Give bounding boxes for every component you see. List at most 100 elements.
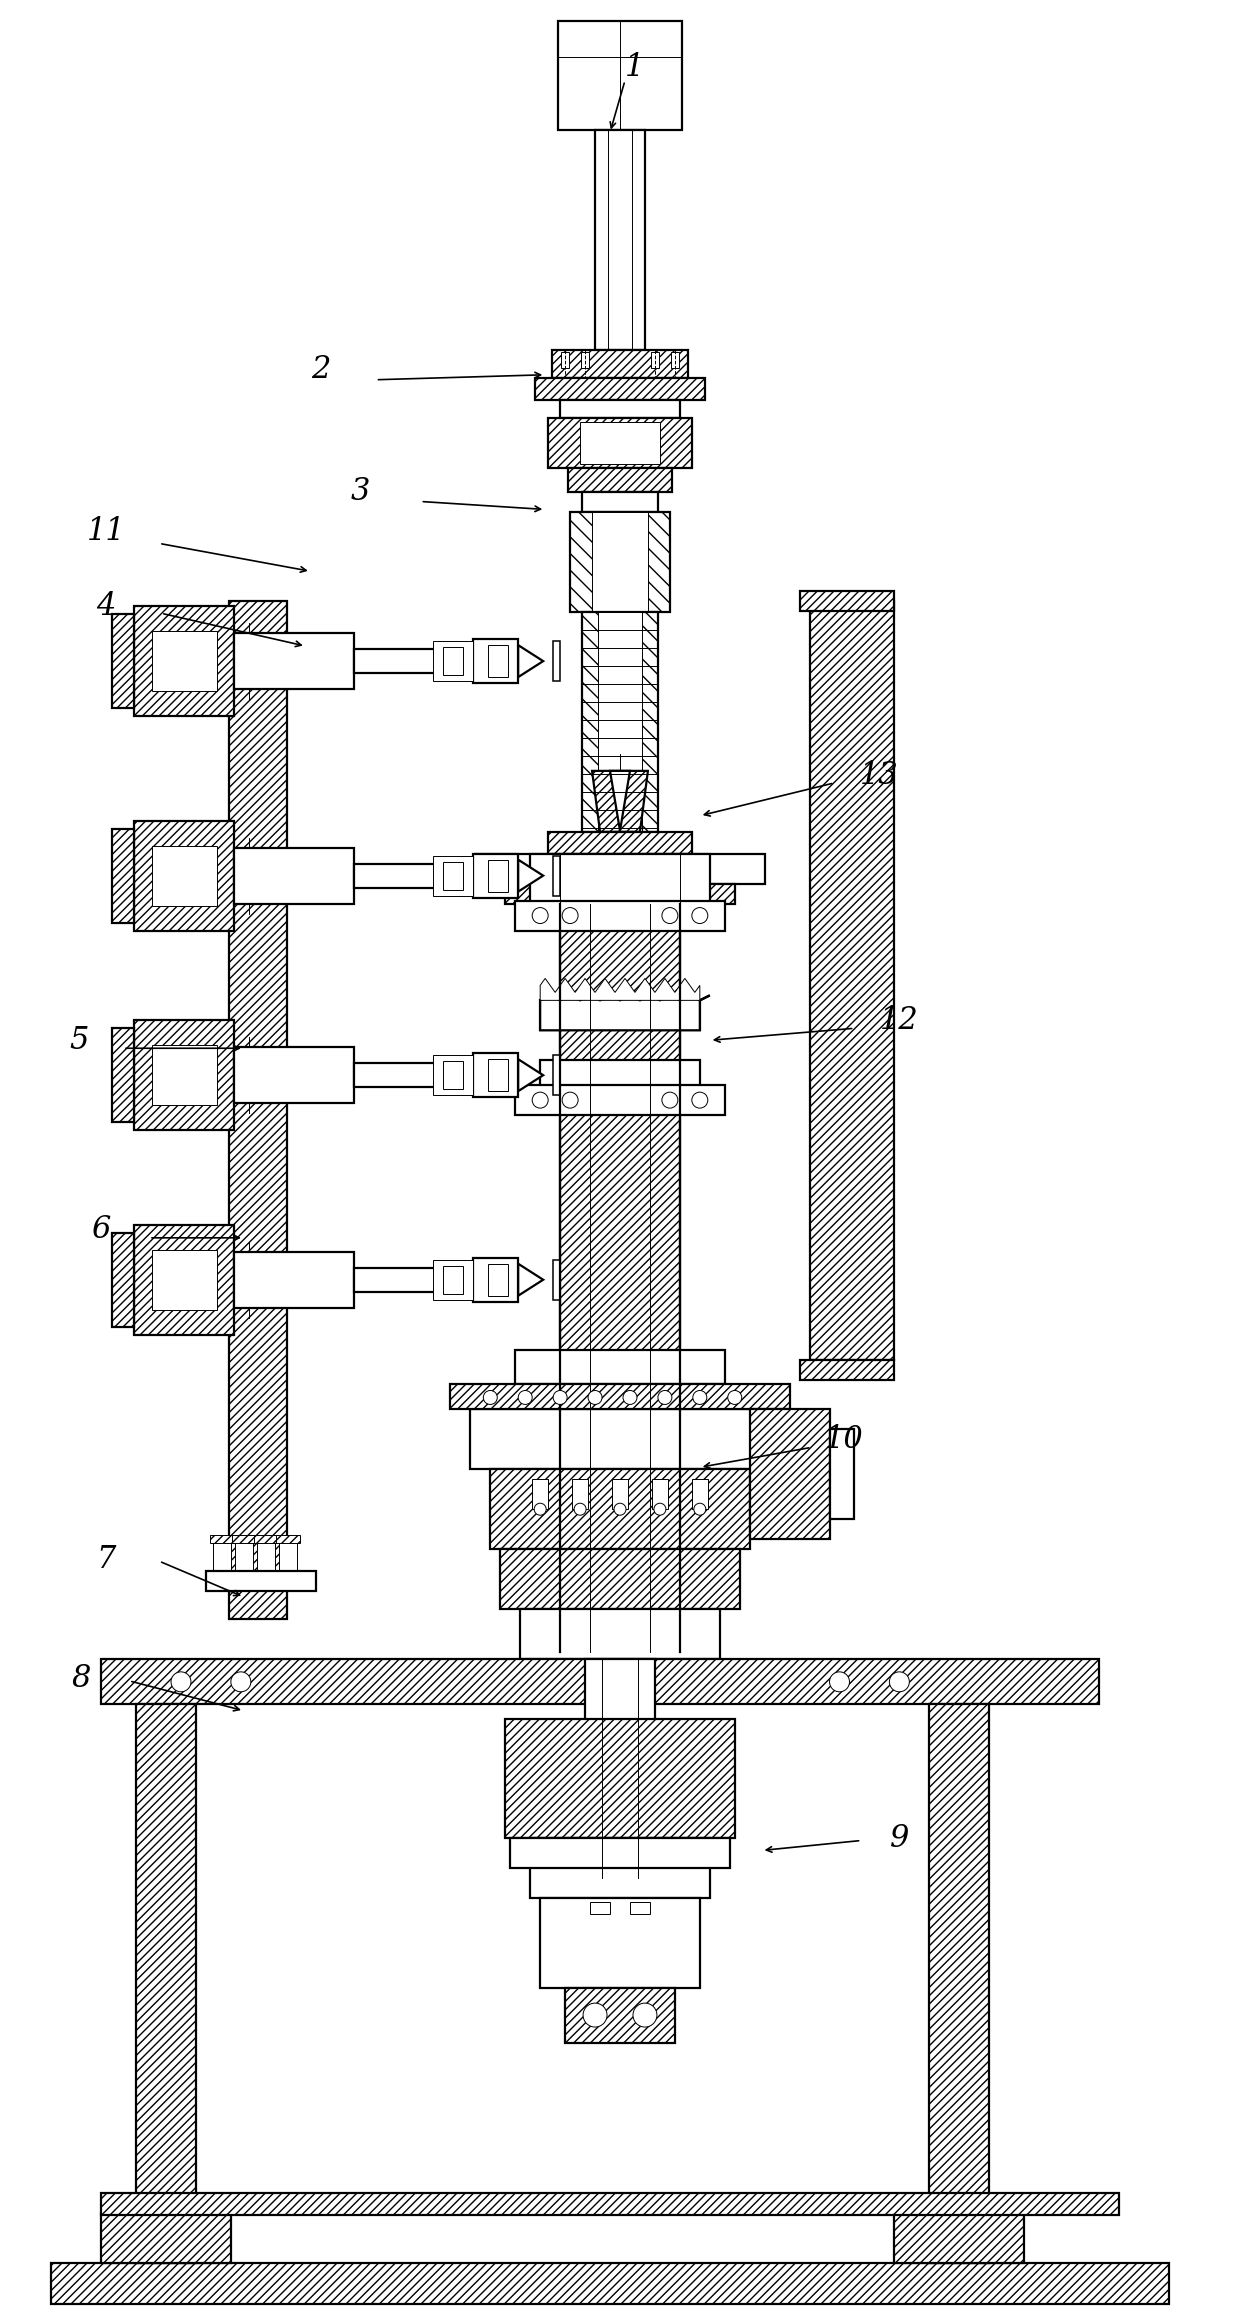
Bar bbox=[750, 1409, 830, 1539]
Bar bbox=[800, 1360, 894, 1379]
Bar bbox=[136, 1704, 196, 2263]
Bar bbox=[489, 859, 508, 891]
Bar bbox=[505, 1720, 735, 1838]
Circle shape bbox=[692, 1093, 708, 1107]
Circle shape bbox=[562, 1093, 578, 1107]
Bar bbox=[474, 1054, 518, 1098]
Bar bbox=[444, 1265, 464, 1293]
Bar bbox=[434, 856, 474, 896]
Text: 11: 11 bbox=[87, 515, 125, 548]
Bar bbox=[585, 1660, 655, 1878]
Text: 3: 3 bbox=[351, 476, 371, 506]
Text: 8: 8 bbox=[72, 1664, 91, 1694]
Bar bbox=[531, 1838, 709, 1899]
Bar bbox=[548, 418, 692, 467]
Bar bbox=[134, 606, 234, 715]
Bar bbox=[234, 634, 353, 689]
Bar bbox=[553, 1260, 560, 1300]
Bar bbox=[254, 1534, 278, 1543]
Bar bbox=[541, 1899, 699, 1989]
Circle shape bbox=[171, 1671, 191, 1692]
Bar bbox=[580, 422, 660, 464]
Bar bbox=[229, 601, 286, 1620]
Text: 1: 1 bbox=[625, 51, 645, 84]
Bar bbox=[591, 513, 649, 613]
Text: 4: 4 bbox=[97, 592, 115, 622]
Bar bbox=[450, 1386, 790, 1409]
Bar bbox=[516, 1349, 724, 1386]
Bar bbox=[234, 1047, 353, 1102]
Text: 10: 10 bbox=[825, 1423, 864, 1455]
Circle shape bbox=[662, 1093, 678, 1107]
Circle shape bbox=[693, 1390, 707, 1404]
Bar bbox=[692, 1478, 708, 1509]
Bar bbox=[234, 847, 353, 903]
Text: 12: 12 bbox=[880, 1005, 919, 1035]
Bar bbox=[570, 513, 670, 613]
Polygon shape bbox=[518, 1058, 543, 1091]
Bar bbox=[474, 1258, 518, 1302]
Bar bbox=[651, 353, 658, 367]
Bar bbox=[153, 1249, 217, 1309]
Bar bbox=[613, 1478, 627, 1509]
Bar bbox=[474, 638, 518, 682]
Bar bbox=[565, 1989, 675, 2042]
Circle shape bbox=[518, 1390, 532, 1404]
Circle shape bbox=[574, 1504, 587, 1516]
Bar bbox=[560, 903, 680, 1653]
Bar bbox=[598, 613, 642, 831]
Bar bbox=[102, 2193, 1118, 2214]
Bar bbox=[134, 1021, 234, 1130]
Bar bbox=[444, 648, 464, 675]
Circle shape bbox=[728, 1390, 742, 1404]
Bar bbox=[102, 1660, 1099, 1704]
Bar bbox=[553, 641, 560, 680]
Bar bbox=[630, 1903, 650, 1915]
Bar bbox=[582, 353, 589, 367]
Bar bbox=[810, 601, 894, 1360]
Circle shape bbox=[658, 1390, 672, 1404]
Circle shape bbox=[534, 1504, 546, 1516]
Bar bbox=[232, 1534, 255, 1543]
Bar bbox=[434, 1056, 474, 1096]
Circle shape bbox=[614, 1504, 626, 1516]
Polygon shape bbox=[591, 771, 649, 831]
Bar bbox=[475, 854, 765, 884]
Bar bbox=[434, 641, 474, 680]
Bar bbox=[353, 863, 474, 887]
Bar bbox=[474, 854, 518, 898]
Bar bbox=[505, 884, 735, 903]
Bar bbox=[929, 1704, 990, 2263]
Bar bbox=[444, 861, 464, 889]
Bar bbox=[671, 353, 678, 367]
Bar bbox=[206, 1571, 316, 1590]
Bar bbox=[234, 1539, 253, 1571]
Bar bbox=[444, 1061, 464, 1089]
Circle shape bbox=[622, 1390, 637, 1404]
Bar bbox=[548, 831, 692, 854]
Polygon shape bbox=[541, 979, 699, 1000]
Bar bbox=[552, 350, 688, 378]
Polygon shape bbox=[541, 996, 709, 1031]
Circle shape bbox=[532, 908, 548, 924]
Bar bbox=[213, 1539, 231, 1571]
Bar bbox=[510, 1838, 730, 1868]
Bar bbox=[353, 1063, 474, 1086]
Bar bbox=[353, 1267, 474, 1293]
Bar bbox=[489, 1058, 508, 1091]
Bar bbox=[553, 1056, 560, 1096]
Bar bbox=[536, 378, 704, 399]
Bar bbox=[532, 1478, 548, 1509]
Bar bbox=[894, 2212, 1024, 2263]
Bar bbox=[800, 592, 894, 610]
Circle shape bbox=[632, 2003, 657, 2026]
Bar bbox=[521, 1608, 719, 1660]
Bar bbox=[257, 1539, 275, 1571]
Circle shape bbox=[562, 908, 578, 924]
Bar bbox=[553, 856, 560, 896]
Bar bbox=[112, 615, 134, 708]
Bar bbox=[541, 1000, 699, 1031]
Text: 9: 9 bbox=[889, 1822, 909, 1854]
Bar bbox=[582, 492, 658, 513]
Text: 6: 6 bbox=[92, 1214, 110, 1246]
